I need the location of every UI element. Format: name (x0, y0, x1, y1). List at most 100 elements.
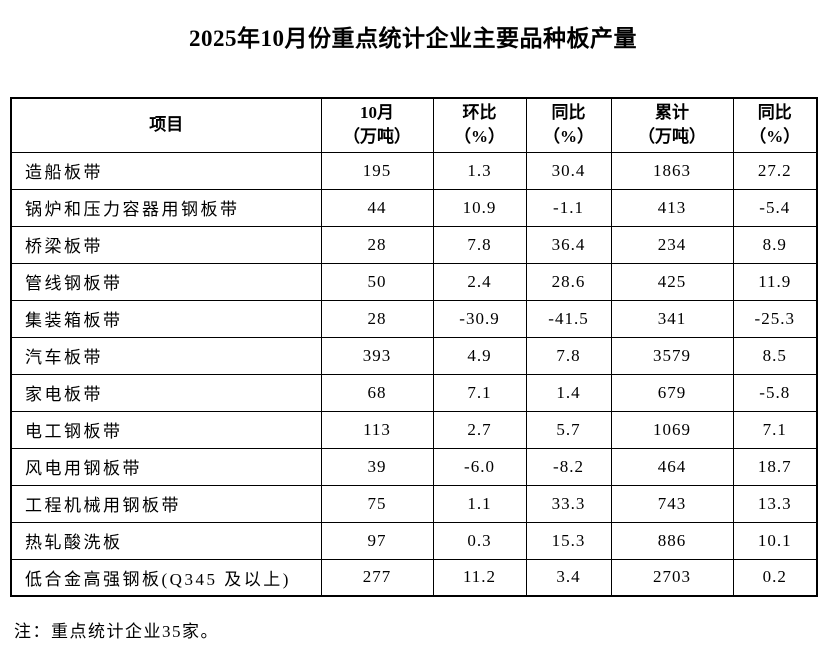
item-name-cell: 集装箱板带 (10, 299, 322, 338)
column-header-label: 环比 (462, 102, 497, 122)
mom-pct-cell: -6.0 (432, 447, 527, 486)
column-header-unit: （万吨） (343, 127, 411, 147)
item-name-cell: 汽车板带 (10, 336, 322, 375)
table-row: 风电用钢板带 39 -6.0 -8.2 464 18.7 (10, 447, 818, 486)
table-row: 家电板带 68 7.1 1.4 679 -5.8 (10, 373, 818, 412)
table-header: 项目 10月 （万吨） 环比 （%） 同比 （%） 累计 （万吨） 同比 （%） (10, 97, 818, 153)
mom-pct-cell: 10.9 (432, 188, 527, 227)
mom-pct-cell: 1.3 (432, 151, 527, 190)
yoy-pct-cell: -41.5 (525, 299, 612, 338)
item-name-cell: 锅炉和压力容器用钢板带 (10, 188, 322, 227)
production-table: 项目 10月 （万吨） 环比 （%） 同比 （%） 累计 （万吨） 同比 （%） (10, 97, 818, 597)
column-header-label: 累计 (655, 102, 689, 122)
yoy-pct-cell: 33.3 (525, 484, 612, 523)
cum-yoy-pct-cell: 0.2 (732, 558, 818, 597)
item-name-cell: 管线钢板带 (10, 262, 322, 301)
item-name-cell: 风电用钢板带 (10, 447, 322, 486)
cumulative-cell: 464 (610, 447, 734, 486)
item-name-cell: 家电板带 (10, 373, 322, 412)
yoy-pct-cell: -1.1 (525, 188, 612, 227)
cum-yoy-pct-cell: 13.3 (732, 484, 818, 523)
mom-pct-cell: 0.3 (432, 521, 527, 560)
yoy-pct-cell: 36.4 (525, 225, 612, 264)
october-value-cell: 75 (320, 484, 434, 523)
cumulative-cell: 679 (610, 373, 734, 412)
table-row: 管线钢板带 50 2.4 28.6 425 11.9 (10, 262, 818, 301)
cumulative-cell: 413 (610, 188, 734, 227)
table-row: 工程机械用钢板带 75 1.1 33.3 743 13.3 (10, 484, 818, 523)
october-value-cell: 28 (320, 225, 434, 264)
yoy-pct-cell: 1.4 (525, 373, 612, 412)
item-name-cell: 热轧酸洗板 (10, 521, 322, 560)
item-name-cell: 工程机械用钢板带 (10, 484, 322, 523)
cumulative-cell: 341 (610, 299, 734, 338)
cumulative-cell: 1863 (610, 151, 734, 190)
column-header-unit: （%） (543, 127, 594, 147)
table-body: 造船板带 195 1.3 30.4 1863 27.2 锅炉和压力容器用钢板带 … (10, 151, 818, 597)
mom-pct-cell: 7.1 (432, 373, 527, 412)
cum-yoy-pct-cell: 8.5 (732, 336, 818, 375)
column-header-cumulative-yoy: 同比 （%） (732, 97, 818, 153)
yoy-pct-cell: -8.2 (525, 447, 612, 486)
table-row: 热轧酸洗板 97 0.3 15.3 886 10.1 (10, 521, 818, 560)
column-header-yoy: 同比 （%） (525, 97, 612, 153)
cumulative-cell: 3579 (610, 336, 734, 375)
yoy-pct-cell: 15.3 (525, 521, 612, 560)
column-header-item: 项目 (10, 97, 322, 153)
table-row: 集装箱板带 28 -30.9 -41.5 341 -25.3 (10, 299, 818, 338)
header-row: 项目 10月 （万吨） 环比 （%） 同比 （%） 累计 （万吨） 同比 （%） (10, 97, 818, 153)
cum-yoy-pct-cell: 10.1 (732, 521, 818, 560)
column-header-unit: （万吨） (638, 127, 706, 147)
yoy-pct-cell: 3.4 (525, 558, 612, 597)
item-name-cell: 电工钢板带 (10, 410, 322, 449)
cum-yoy-pct-cell: -25.3 (732, 299, 818, 338)
table-row: 锅炉和压力容器用钢板带 44 10.9 -1.1 413 -5.4 (10, 188, 818, 227)
mom-pct-cell: 7.8 (432, 225, 527, 264)
cumulative-cell: 1069 (610, 410, 734, 449)
yoy-pct-cell: 7.8 (525, 336, 612, 375)
cum-yoy-pct-cell: -5.8 (732, 373, 818, 412)
table-row: 电工钢板带 113 2.7 5.7 1069 7.1 (10, 410, 818, 449)
october-value-cell: 113 (320, 410, 434, 449)
cum-yoy-pct-cell: 7.1 (732, 410, 818, 449)
column-header-label: 同比 (551, 102, 586, 122)
table-row: 低合金高强钢板(Q345 及以上) 277 11.2 3.4 2703 0.2 (10, 558, 818, 597)
october-value-cell: 39 (320, 447, 434, 486)
cum-yoy-pct-cell: -5.4 (732, 188, 818, 227)
column-header-cumulative: 累计 （万吨） (610, 97, 734, 153)
october-value-cell: 50 (320, 262, 434, 301)
cumulative-cell: 234 (610, 225, 734, 264)
column-header-mom: 环比 （%） (432, 97, 527, 153)
cumulative-cell: 886 (610, 521, 734, 560)
cumulative-cell: 743 (610, 484, 734, 523)
mom-pct-cell: 1.1 (432, 484, 527, 523)
mom-pct-cell: -30.9 (432, 299, 527, 338)
column-header-unit: （%） (749, 127, 801, 147)
october-value-cell: 195 (320, 151, 434, 190)
cumulative-cell: 425 (610, 262, 734, 301)
october-value-cell: 277 (320, 558, 434, 597)
table-row: 桥梁板带 28 7.8 36.4 234 8.9 (10, 225, 818, 264)
footnote: 注：重点统计企业35家。 (14, 622, 219, 641)
yoy-pct-cell: 28.6 (525, 262, 612, 301)
october-value-cell: 44 (320, 188, 434, 227)
yoy-pct-cell: 30.4 (525, 151, 612, 190)
mom-pct-cell: 11.2 (432, 558, 527, 597)
cum-yoy-pct-cell: 11.9 (732, 262, 818, 301)
column-header-october: 10月 （万吨） (320, 97, 434, 153)
october-value-cell: 393 (320, 336, 434, 375)
table-row: 汽车板带 393 4.9 7.8 3579 8.5 (10, 336, 818, 375)
october-value-cell: 68 (320, 373, 434, 412)
cum-yoy-pct-cell: 18.7 (732, 447, 818, 486)
cumulative-cell: 2703 (610, 558, 734, 597)
table-row: 造船板带 195 1.3 30.4 1863 27.2 (10, 151, 818, 190)
column-header-unit: （%） (454, 127, 505, 147)
mom-pct-cell: 2.7 (432, 410, 527, 449)
column-header-label: 项目 (149, 114, 184, 134)
october-value-cell: 97 (320, 521, 434, 560)
cum-yoy-pct-cell: 27.2 (732, 151, 818, 190)
mom-pct-cell: 2.4 (432, 262, 527, 301)
october-value-cell: 28 (320, 299, 434, 338)
page-title: 2025年10月份重点统计企业主要品种板产量 (189, 26, 637, 51)
